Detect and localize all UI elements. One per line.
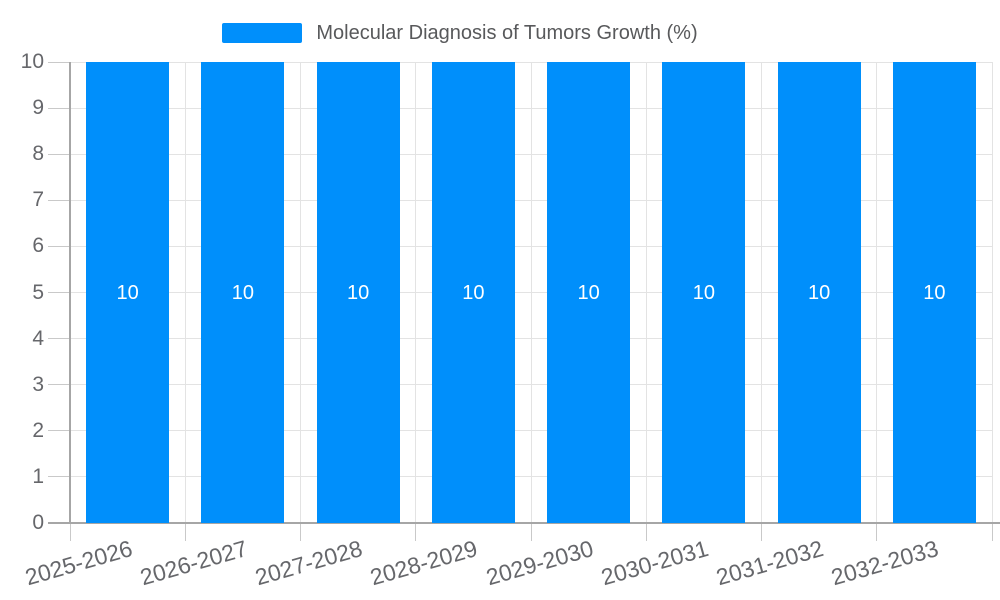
legend-color-swatch <box>222 23 303 43</box>
x-axis-tick <box>415 523 417 541</box>
bar[interactable] <box>892 62 976 523</box>
y-axis-label: 6 <box>32 234 44 258</box>
y-axis-label: 0 <box>32 511 44 534</box>
y-axis-line <box>69 62 71 523</box>
y-axis-label: 1 <box>32 464 44 488</box>
bar-value-label: 10 <box>231 281 254 304</box>
x-axis-tick <box>645 523 647 541</box>
y-axis-label: 4 <box>32 326 44 350</box>
y-axis-label: 7 <box>32 188 44 212</box>
y-axis-tick <box>48 338 70 340</box>
y-axis-label: 8 <box>32 142 44 166</box>
bar-value-label: 10 <box>462 281 485 304</box>
y-axis-tick <box>48 384 70 386</box>
x-axis-tick <box>69 523 71 541</box>
bar-value-label: 10 <box>692 281 715 304</box>
bar-value-label: 10 <box>923 281 946 304</box>
gridline-vertical <box>415 62 417 523</box>
bar[interactable] <box>316 62 400 523</box>
x-axis-line <box>48 522 1000 524</box>
bar-value-label: 10 <box>577 281 600 304</box>
y-axis-tick <box>48 430 70 432</box>
gridline-vertical <box>300 62 301 523</box>
y-axis-tick <box>48 61 70 63</box>
bar[interactable] <box>431 62 515 523</box>
y-axis-tick <box>48 245 70 247</box>
y-axis-label: 10 <box>20 50 44 73</box>
x-axis-label: 2029-2030 <box>482 535 596 591</box>
x-axis-tick <box>530 523 532 541</box>
bar-value-label: 10 <box>808 281 831 304</box>
x-axis-label: 2028-2029 <box>367 535 481 591</box>
x-axis-label: 2031-2032 <box>713 535 827 591</box>
x-axis-label: 2027-2028 <box>252 535 366 591</box>
legend[interactable]: Molecular Diagnosis of Tumors Growth (%) <box>0 13 960 53</box>
x-axis-label: 2032-2033 <box>828 535 942 591</box>
y-axis-label: 2 <box>32 418 44 442</box>
gridline-vertical <box>184 62 186 523</box>
y-axis-label: 3 <box>32 372 44 396</box>
bar[interactable] <box>86 62 170 523</box>
x-axis-tick <box>991 523 993 541</box>
bar[interactable] <box>547 62 631 523</box>
legend-label: Molecular Diagnosis of Tumors Growth (%) <box>316 21 698 44</box>
gridline-vertical <box>991 62 993 523</box>
y-axis-tick <box>48 107 70 109</box>
x-axis-label: 2030-2031 <box>598 535 712 591</box>
bar[interactable] <box>662 62 746 523</box>
x-axis-tick <box>761 523 762 541</box>
gridline-vertical <box>876 62 878 523</box>
bar-value-label: 10 <box>347 281 370 304</box>
bar[interactable] <box>201 62 285 523</box>
bar-value-label: 10 <box>116 281 139 304</box>
y-axis-tick <box>48 292 70 293</box>
gridline-vertical <box>761 62 762 523</box>
y-axis-label: 9 <box>32 96 44 120</box>
y-axis-label: 5 <box>32 280 44 304</box>
x-axis-label: 2026-2027 <box>137 535 251 591</box>
gridline-vertical <box>530 62 532 523</box>
y-axis-tick <box>48 153 70 155</box>
x-axis-tick <box>184 523 186 541</box>
y-axis-tick <box>48 199 70 201</box>
x-axis-tick <box>300 523 301 541</box>
x-axis-tick <box>876 523 878 541</box>
y-axis-tick <box>48 476 70 478</box>
x-axis-label: 2025-2026 <box>21 535 135 591</box>
bar[interactable] <box>777 62 861 523</box>
gridline-vertical <box>645 62 647 523</box>
